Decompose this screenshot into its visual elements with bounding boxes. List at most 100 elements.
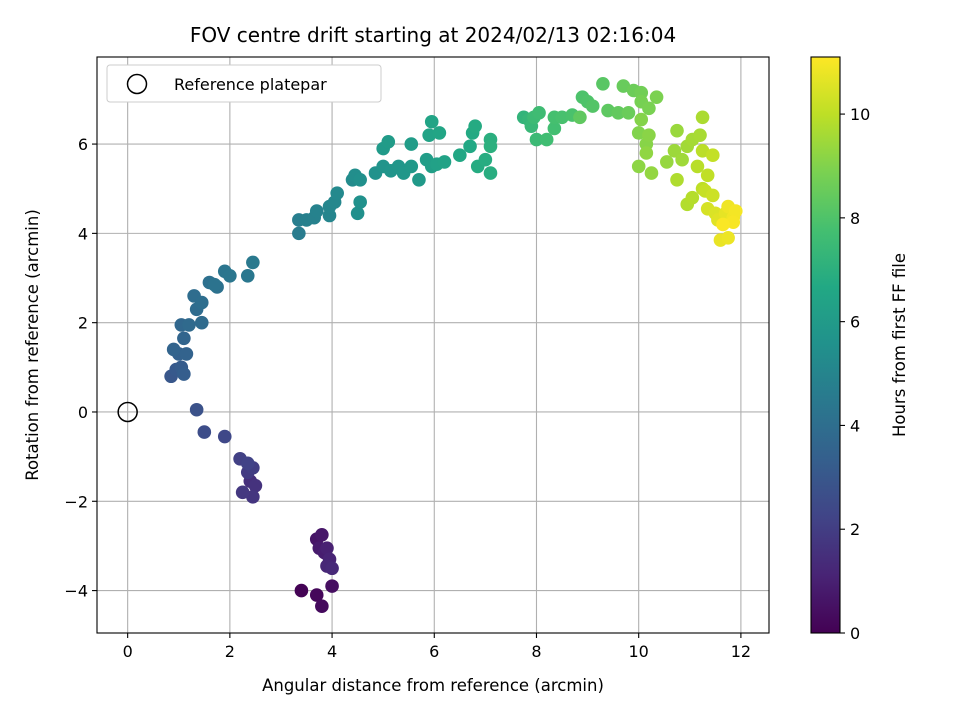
scatter-point [320, 541, 334, 555]
x-tick-label: 0 [123, 642, 133, 661]
legend-box [106, 64, 382, 103]
scatter-point [179, 347, 194, 361]
scatter-point [693, 128, 707, 142]
scatter-point [695, 143, 710, 158]
scatter-point [246, 255, 260, 270]
scatter-point [381, 135, 396, 149]
scatter-point [642, 128, 656, 142]
scatter-point [182, 318, 196, 332]
scatter-point [453, 148, 467, 163]
scatter-point [240, 456, 255, 471]
colorbar-label: Hours from first FF file [890, 253, 909, 437]
scatter-point [404, 159, 419, 174]
x-tick-label: 12 [731, 642, 751, 661]
scatter-point [353, 172, 367, 187]
scatter-point [315, 599, 329, 614]
y-tick-label: 0 [78, 403, 88, 422]
data-points [164, 76, 743, 614]
scatter-point [412, 172, 426, 187]
scatter-point [721, 231, 735, 245]
scatter-point [404, 137, 419, 151]
scatter-point [539, 132, 554, 147]
y-tick-label: 2 [78, 314, 88, 333]
scatter-point [631, 159, 646, 174]
scatter-point [463, 139, 477, 154]
colorbar-tick-label: 0 [850, 624, 860, 643]
scatter-point [585, 99, 600, 113]
scatter-point [325, 579, 339, 593]
scatter-point [292, 226, 306, 241]
scatter-point [667, 143, 682, 158]
scatter-point [207, 277, 222, 292]
x-tick-label: 10 [629, 642, 649, 661]
scatter-point [166, 342, 181, 357]
scatter-point [670, 123, 684, 138]
scatter-point [330, 186, 344, 200]
y-tick-label: 6 [78, 135, 88, 154]
scatter-point [223, 268, 237, 283]
scatter-point [468, 119, 482, 134]
scatter-point [547, 121, 562, 136]
x-tick-label: 6 [429, 642, 439, 661]
scatter-point [695, 110, 710, 125]
colorbar-tick-label: 8 [850, 209, 860, 228]
scatter-point [573, 110, 587, 125]
scatter-point [601, 103, 615, 118]
legend-reference-marker [126, 73, 148, 95]
scatter-point [325, 561, 339, 576]
scatter-point [616, 79, 631, 93]
legend: Reference platepar [106, 64, 382, 103]
colorbar-tick-label: 6 [850, 313, 860, 332]
scatter-point [621, 106, 636, 120]
scatter-point [197, 425, 212, 439]
y-axis-label: Rotation from reference (arcmin) [23, 209, 42, 481]
x-tick-label: 8 [531, 642, 541, 661]
scatter-point [248, 478, 263, 493]
scatter-point [246, 490, 260, 504]
scatter-point [177, 331, 191, 346]
scatter-point [634, 112, 649, 127]
colorbar-gradient [811, 57, 840, 633]
scatter-point [642, 101, 656, 116]
scatter-point [437, 155, 452, 169]
scatter-point [294, 583, 309, 598]
colorbar: 0 2 4 6 8 10 Hours from first FF file [810, 56, 909, 643]
scatter-point [422, 128, 436, 142]
scatter-point [532, 106, 546, 120]
y-tick-label: −2 [64, 492, 88, 511]
plot-frame [96, 56, 770, 634]
y-tick-label: 4 [78, 224, 88, 243]
colorbar-tick-label: 4 [850, 416, 860, 435]
scatter-point [177, 367, 191, 381]
scatter-point [309, 204, 324, 218]
scatter-point [483, 166, 498, 180]
x-axis-label: Angular distance from reference (arcmin) [262, 676, 604, 695]
scatter-point [529, 132, 544, 147]
scatter-point [189, 402, 204, 417]
scatter-point [353, 195, 367, 209]
y-tick-label: −4 [64, 582, 88, 601]
scatter-point [631, 126, 646, 140]
scatter-point [555, 110, 569, 125]
scatter-point [240, 268, 255, 283]
scatter-point [194, 295, 209, 310]
scatter-point [432, 126, 447, 140]
y-axis: −4 −2 0 2 4 6 [64, 135, 97, 601]
scatter-point [309, 588, 324, 602]
chart-title: FOV centre drift starting at 2024/02/13 … [190, 23, 676, 47]
scatter-point [235, 485, 250, 500]
scatter-point [315, 527, 329, 542]
x-tick-label: 2 [225, 642, 235, 661]
scatter-point [670, 172, 684, 187]
x-axis: 0 2 4 6 8 10 12 [123, 633, 751, 661]
scatter-point [483, 139, 498, 154]
scatter-point [596, 76, 610, 91]
scatter-point [659, 155, 674, 169]
reference-platepar-marker [117, 401, 138, 423]
scatter-point [716, 217, 730, 232]
colorbar-tick-label: 2 [850, 520, 860, 539]
colorbar-ticks: 0 2 4 6 8 10 [840, 105, 870, 643]
scatter-point [705, 188, 720, 203]
scatter-point [705, 148, 720, 163]
colorbar-frame [810, 56, 841, 634]
